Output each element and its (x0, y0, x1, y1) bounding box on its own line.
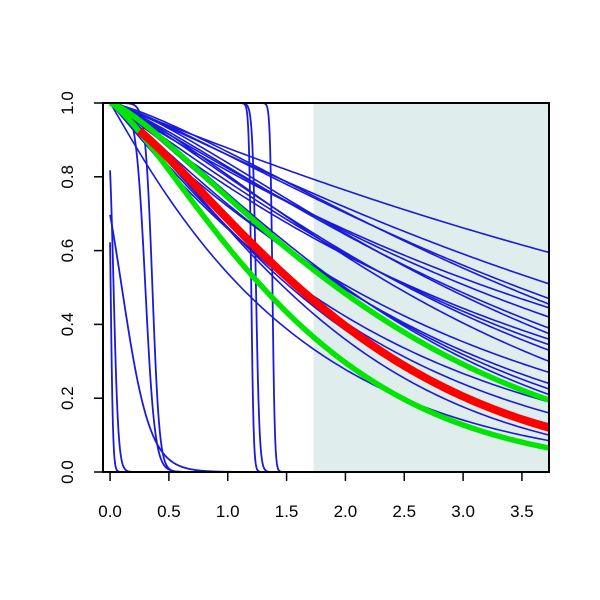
estimate-curve (136, 127, 549, 432)
y-tick-label: 0.4 (58, 313, 77, 337)
x-tick-label: 1.0 (216, 502, 240, 521)
x-tick-label: 1.5 (275, 502, 299, 521)
x-tick-label: 2.0 (334, 502, 358, 521)
confidence-band-curve (108, 103, 549, 451)
y-tick-label: 0.2 (58, 386, 77, 410)
sample-curve (109, 103, 549, 352)
axes-layer: 0.0 0.5 1.0 1.5 2.0 2.5 3.0 3.5 0.0 0.2 0.4 0.6 0.8 1… (58, 91, 550, 521)
sample-curve (109, 103, 549, 300)
confidence-band-curve (109, 103, 549, 403)
sample-curve (109, 103, 549, 363)
x-tick-label: 0.5 (157, 502, 181, 521)
sample-curve (109, 103, 549, 442)
x-tick-label: 0.0 (98, 502, 122, 521)
y-tick-label: 0.6 (58, 239, 77, 263)
sample-curve (109, 103, 549, 346)
sample-curve (109, 103, 549, 285)
y-tick-label: 1.0 (58, 91, 77, 115)
sample-curve (109, 103, 549, 305)
sample-curve (109, 103, 549, 318)
x-tick-label: 2.5 (392, 502, 416, 521)
plot-frame (102, 102, 550, 473)
sample-curve (109, 103, 549, 329)
y-tick-label: 0.0 (58, 460, 77, 484)
x-tick-label: 3.5 (510, 502, 534, 521)
y-tick-label: 0.8 (58, 165, 77, 189)
sample-curve (109, 103, 549, 335)
x-tick-label: 3.0 (451, 502, 475, 521)
